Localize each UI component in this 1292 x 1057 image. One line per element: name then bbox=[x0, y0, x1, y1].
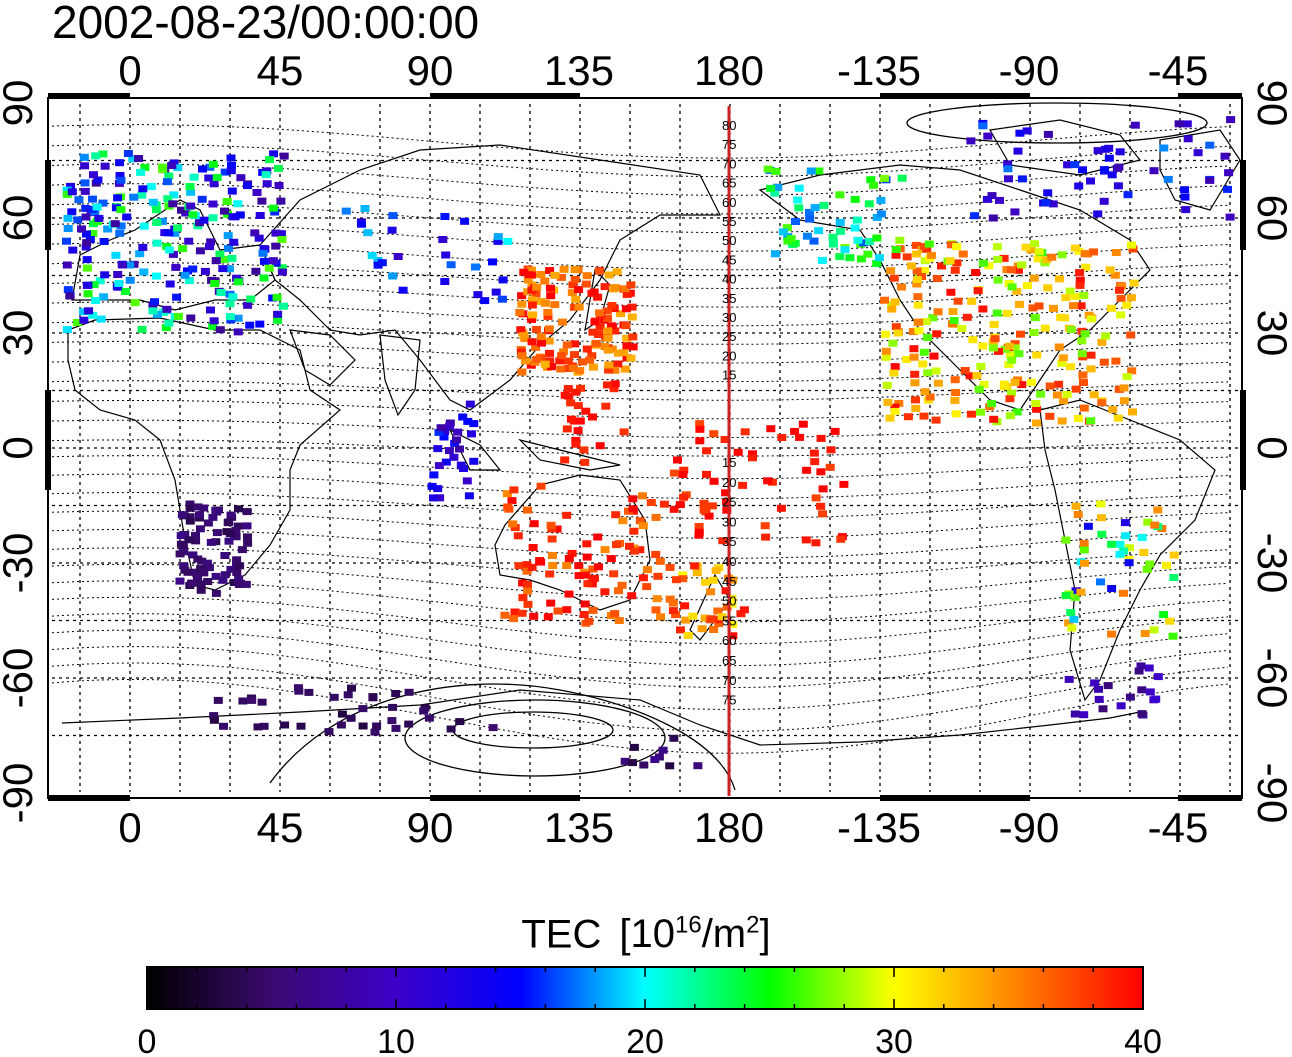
colorbar-title: TEC [1016/m2] bbox=[0, 904, 1292, 956]
svg-text:45: 45 bbox=[257, 47, 304, 94]
svg-text:40: 40 bbox=[722, 272, 736, 287]
svg-text:90: 90 bbox=[1249, 80, 1292, 127]
colorbar-label: TEC bbox=[521, 912, 602, 957]
svg-text:25: 25 bbox=[722, 329, 736, 344]
svg-text:-45: -45 bbox=[1148, 804, 1209, 851]
svg-text:0: 0 bbox=[118, 804, 141, 851]
svg-text:90: 90 bbox=[0, 80, 41, 127]
svg-text:-135: -135 bbox=[837, 47, 921, 94]
svg-text:55: 55 bbox=[722, 613, 736, 628]
svg-text:55: 55 bbox=[722, 214, 736, 229]
svg-text:90: 90 bbox=[407, 47, 454, 94]
colorbar-unit: [1016/m2] bbox=[619, 912, 771, 957]
svg-text:40: 40 bbox=[722, 554, 736, 569]
map-gridlines bbox=[52, 104, 1238, 792]
svg-text:-60: -60 bbox=[0, 648, 41, 709]
svg-text:75: 75 bbox=[722, 137, 736, 152]
svg-text:30: 30 bbox=[722, 310, 736, 325]
svg-text:180: 180 bbox=[694, 804, 764, 851]
svg-text:50: 50 bbox=[722, 233, 736, 248]
bottom-longitude-ticks: 0 45 90 135 180 -135 -90 -45 bbox=[118, 804, 1208, 851]
svg-text:45: 45 bbox=[722, 574, 736, 589]
svg-text:30: 30 bbox=[722, 514, 736, 529]
svg-text:65: 65 bbox=[722, 176, 736, 191]
right-latitude-ticks: 90 60 30 0 -30 -60 -90 bbox=[1249, 80, 1292, 824]
svg-text:-90: -90 bbox=[999, 47, 1060, 94]
svg-text:60: 60 bbox=[0, 195, 41, 242]
svg-text:60: 60 bbox=[1249, 195, 1292, 242]
svg-text:-135: -135 bbox=[837, 804, 921, 851]
svg-text:0: 0 bbox=[0, 436, 41, 459]
svg-text:-90: -90 bbox=[1249, 763, 1292, 824]
svg-text:135: 135 bbox=[544, 47, 614, 94]
left-latitude-ticks: 90 60 30 0 -30 -60 -90 bbox=[0, 80, 41, 824]
svg-text:15: 15 bbox=[722, 455, 736, 470]
svg-text:50: 50 bbox=[722, 594, 736, 609]
svg-text:75: 75 bbox=[722, 693, 736, 708]
svg-text:0: 0 bbox=[1249, 436, 1292, 459]
svg-text:20: 20 bbox=[722, 475, 736, 490]
svg-text:0: 0 bbox=[118, 47, 141, 94]
contour-labels: 80 75 70 65 60 55 50 45 40 35 30 25 20 15 15 20 25 30 35 40… bbox=[722, 118, 736, 708]
svg-text:80: 80 bbox=[722, 118, 736, 133]
tec-data-points bbox=[62, 116, 1236, 770]
svg-text:135: 135 bbox=[544, 804, 614, 851]
svg-text:60: 60 bbox=[722, 633, 736, 648]
svg-text:60: 60 bbox=[722, 195, 736, 210]
map-title: 2002-08-23/00:00:00 bbox=[52, 0, 480, 48]
svg-text:-30: -30 bbox=[0, 533, 41, 594]
svg-text:35: 35 bbox=[722, 291, 736, 306]
frame-bars bbox=[45, 93, 1246, 801]
svg-text:-60: -60 bbox=[1249, 648, 1292, 709]
svg-text:20: 20 bbox=[722, 348, 736, 363]
svg-text:30: 30 bbox=[0, 310, 41, 357]
svg-text:-45: -45 bbox=[1148, 47, 1209, 94]
svg-text:-30: -30 bbox=[1249, 533, 1292, 594]
svg-text:65: 65 bbox=[722, 653, 736, 668]
svg-text:-90: -90 bbox=[0, 763, 41, 824]
svg-text:-90: -90 bbox=[999, 804, 1060, 851]
svg-text:35: 35 bbox=[722, 534, 736, 549]
svg-text:90: 90 bbox=[407, 804, 454, 851]
svg-text:30: 30 bbox=[1249, 310, 1292, 357]
svg-text:70: 70 bbox=[722, 156, 736, 171]
svg-text:180: 180 bbox=[694, 47, 764, 94]
svg-text:70: 70 bbox=[722, 673, 736, 688]
svg-text:45: 45 bbox=[257, 804, 304, 851]
svg-text:25: 25 bbox=[722, 495, 736, 510]
top-longitude-ticks: 0 45 90 135 180 -135 -90 -45 bbox=[118, 47, 1208, 94]
svg-text:45: 45 bbox=[722, 252, 736, 267]
svg-text:15: 15 bbox=[722, 368, 736, 383]
